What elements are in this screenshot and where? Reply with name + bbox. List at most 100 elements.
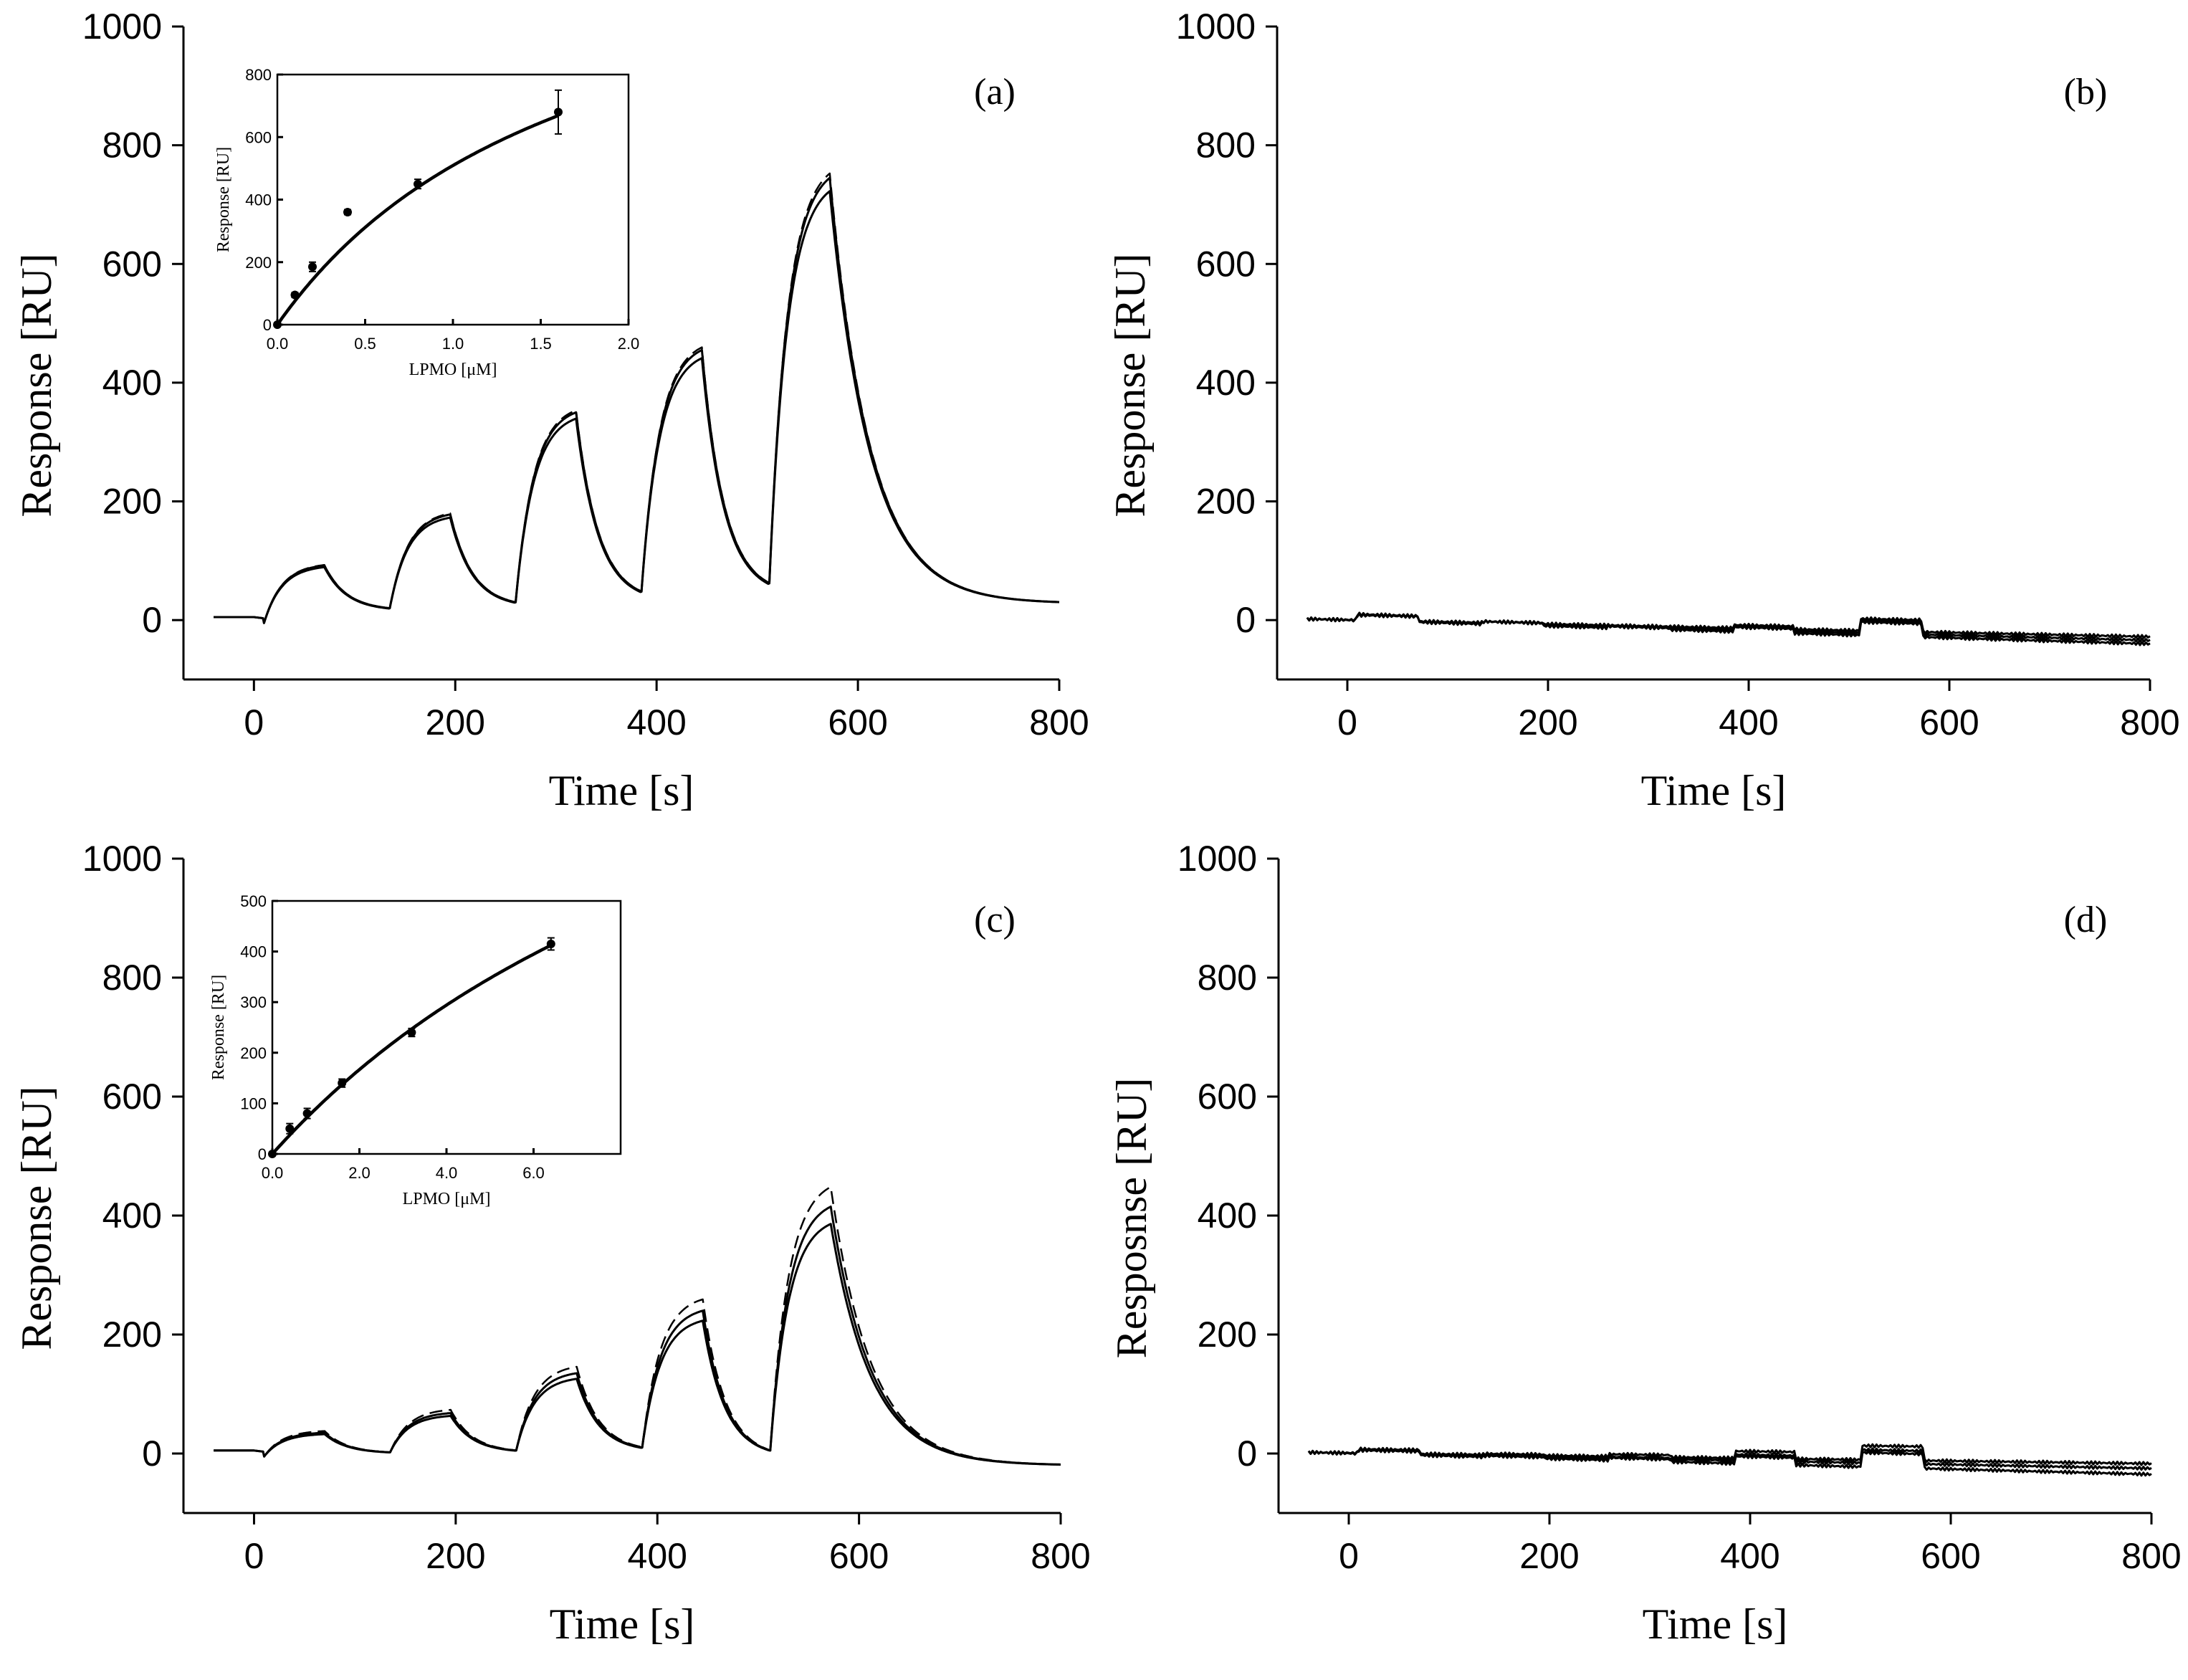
x-tick-label: 200 [1519, 1536, 1579, 1576]
series-line-3 [1307, 1446, 2152, 1477]
inset-data-point [268, 1150, 277, 1158]
y-tick-label: 800 [102, 958, 162, 998]
panel-a: 0 200 400 600 800 1000 0 200 400 600 800 Time [s] Re… [13, 6, 1089, 814]
y-tick-label: 1000 [1177, 839, 1257, 879]
inset-data-point [285, 1124, 295, 1133]
y-tick-label: 0 [1236, 600, 1256, 640]
series-line-2 [214, 1185, 1061, 1466]
y-tick-label: 400 [102, 363, 162, 403]
x-tick-label: 600 [829, 1536, 889, 1576]
inset-data-point [407, 1028, 416, 1037]
x-tick-label: 800 [2121, 1536, 2181, 1576]
inset-x-tick-label: 4.0 [436, 1164, 458, 1182]
y-tick-label: 200 [102, 482, 162, 522]
inset-x-tick-label: 0.0 [267, 335, 289, 353]
y-tick-label: 0 [1237, 1433, 1257, 1474]
inset-x-axis-title: LPMO [μM] [403, 1190, 491, 1208]
inset-plot: 0 200 400 600 800 0.0 0.5 1.0 1.5 2.0 LPMO [μM] Res… [214, 66, 639, 379]
series-line-1 [214, 1206, 1061, 1466]
x-tick-label: 800 [2120, 702, 2179, 743]
inset-y-axis-title: Response [RU] [214, 147, 233, 252]
y-tick-label: 0 [142, 1433, 162, 1474]
x-tick-label: 600 [1919, 702, 1979, 743]
x-axis-title: Time [s] [1641, 767, 1787, 814]
series-line-2 [1307, 1443, 2152, 1466]
inset-y-tick-label: 400 [240, 943, 267, 961]
inset-x-tick-label: 0.0 [262, 1164, 284, 1182]
x-tick-label: 400 [628, 1536, 687, 1576]
y-tick-label: 600 [1196, 244, 1256, 284]
inset-x-tick-label: 2.0 [348, 1164, 371, 1182]
panel-label: (a) [974, 72, 1016, 113]
inset-y-tick-label: 800 [245, 66, 272, 84]
y-tick-label: 1000 [82, 6, 162, 47]
y-tick-label: 800 [1196, 125, 1256, 166]
y-tick-label: 800 [102, 125, 162, 166]
inset-frame [271, 899, 622, 1155]
y-tick-label: 200 [1198, 1314, 1257, 1355]
inset-y-tick-label: 400 [245, 191, 272, 209]
x-axis-title: Time [s] [549, 767, 694, 814]
inset-y-tick-label: 300 [240, 993, 267, 1011]
series-line-3 [214, 1223, 1061, 1466]
inset-frame [276, 73, 630, 326]
series-line-1 [1306, 612, 2151, 639]
inset-y-tick-label: 200 [245, 254, 272, 272]
x-tick-label: 400 [626, 702, 686, 743]
x-tick-label: 600 [1921, 1536, 1980, 1576]
y-tick-label: 600 [102, 244, 162, 284]
inset-y-tick-label: 0 [263, 316, 272, 334]
panel-d: 0 200 400 600 800 1000 0 200 400 600 800 Time [s] Re… [1108, 839, 2182, 1648]
inset-data-point [308, 262, 317, 272]
x-tick-label: 800 [1029, 702, 1089, 743]
y-tick-label: 1000 [82, 839, 162, 879]
inset-x-tick-label: 0.5 [354, 335, 376, 353]
inset-x-tick-label: 6.0 [522, 1164, 545, 1182]
inset-data-point [338, 1079, 347, 1088]
x-tick-label: 800 [1031, 1536, 1090, 1576]
x-tick-label: 200 [1518, 702, 1577, 743]
inset-y-tick-label: 500 [240, 892, 267, 910]
inset-y-tick-label: 600 [245, 128, 272, 146]
panel-label: (d) [2064, 899, 2108, 940]
x-tick-label: 200 [426, 1536, 485, 1576]
y-tick-label: 1000 [1176, 6, 1256, 47]
x-tick-label: 600 [828, 702, 887, 743]
x-tick-label: 200 [426, 702, 485, 743]
inset-x-tick-label: 1.5 [530, 335, 552, 353]
y-axis-title: Response [RU] [13, 253, 60, 517]
inset-data-point [414, 179, 422, 188]
x-tick-label: 0 [1337, 702, 1357, 743]
y-tick-label: 0 [142, 600, 162, 640]
y-tick-label: 200 [1196, 482, 1256, 522]
x-tick-label: 400 [1719, 702, 1778, 743]
y-tick-label: 600 [1198, 1077, 1257, 1117]
y-tick-label: 800 [1198, 958, 1257, 998]
inset-y-tick-label: 200 [240, 1044, 267, 1062]
series-line-3 [214, 190, 1060, 624]
y-tick-label: 400 [1196, 363, 1256, 403]
x-tick-label: 400 [1720, 1536, 1779, 1576]
x-axis-title: Time [s] [550, 1600, 695, 1648]
inset-data-point [302, 1109, 312, 1118]
series-line-3 [1306, 611, 2151, 646]
x-tick-label: 0 [244, 1536, 264, 1576]
inset-data-point [290, 290, 300, 300]
y-tick-label: 400 [1198, 1195, 1257, 1236]
inset-data-point [554, 108, 563, 117]
y-tick-label: 400 [102, 1195, 162, 1236]
y-axis-title: Response [RU] [13, 1086, 60, 1350]
y-axis-title: Response [RU] [1107, 253, 1154, 517]
inset-data-point [546, 940, 555, 949]
inset-y-axis-title: Response [RU] [209, 975, 228, 1080]
inset-y-tick-label: 100 [240, 1094, 267, 1112]
inset-y-tick-label: 0 [258, 1145, 267, 1163]
panel-label: (b) [2064, 72, 2108, 113]
inset-plot: 0 100 200 300 400 500 0.0 2.0 4.0 6.0 LPMO [μM] Res… [209, 892, 622, 1208]
panel-b: 0 200 400 600 800 1000 0 200 400 600 800 Time [s] Re… [1107, 6, 2180, 814]
inset-x-axis-title: LPMO [μM] [409, 361, 497, 379]
inset-data-point [343, 207, 352, 216]
x-tick-label: 0 [244, 702, 264, 743]
